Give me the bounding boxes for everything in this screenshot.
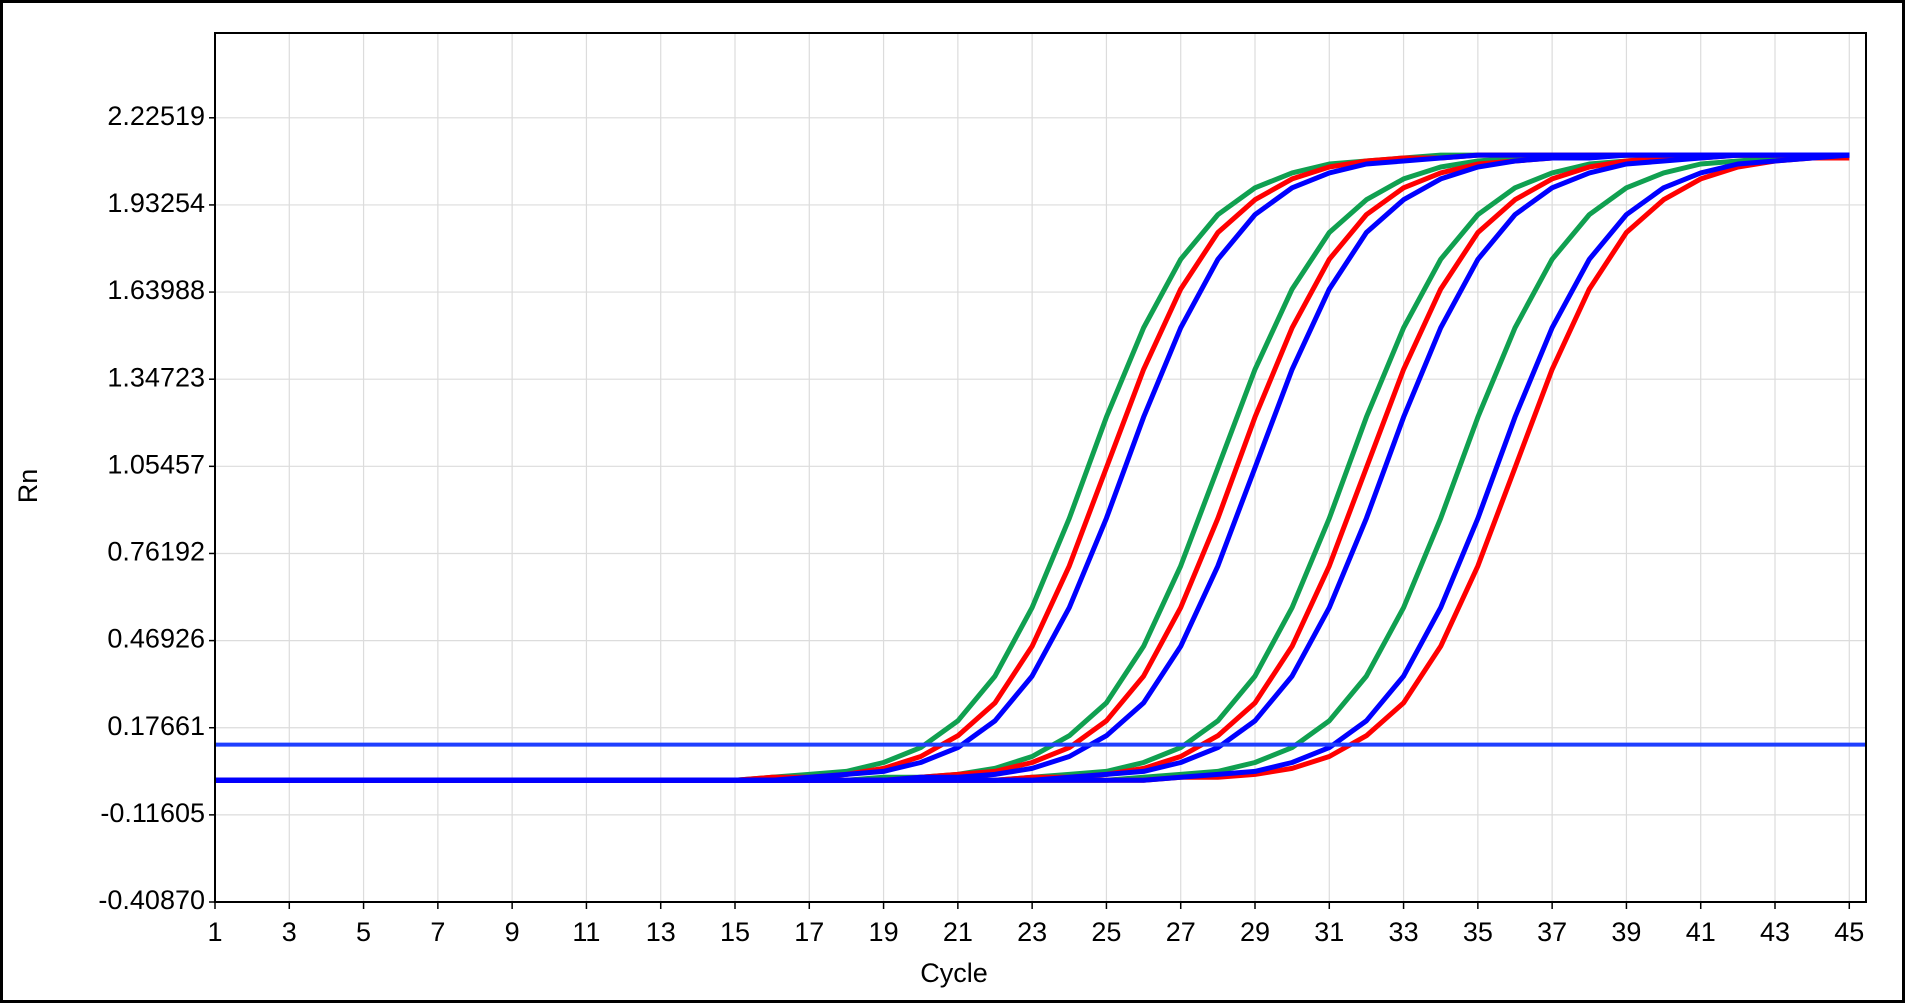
y-tick-label: 2.22519 (107, 101, 205, 131)
x-tick-label: 27 (1166, 917, 1196, 947)
plot-lines (215, 152, 1866, 783)
amplification-curve (215, 152, 1850, 783)
x-tick-label: 33 (1389, 917, 1419, 947)
x-tick-label: 43 (1760, 917, 1790, 947)
y-tick-label: 1.34723 (107, 362, 205, 392)
plot-frame (214, 32, 1867, 903)
x-tick-label: 3 (282, 917, 297, 947)
x-tick-label: 29 (1240, 917, 1270, 947)
x-tick-label: 25 (1091, 917, 1121, 947)
y-tick-label: 1.05457 (107, 449, 205, 479)
x-tick-label: 17 (794, 917, 824, 947)
x-tick-label: 39 (1611, 917, 1641, 947)
x-tick-label: 23 (1017, 917, 1047, 947)
x-axis-label: Cycle (920, 958, 988, 988)
x-tick-label: 37 (1537, 917, 1567, 947)
x-tick-label: 45 (1834, 917, 1864, 947)
x-tick-label: 35 (1463, 917, 1493, 947)
y-tick-label: 0.17661 (107, 711, 205, 741)
y-tick-label: 0.76192 (107, 537, 205, 567)
y-axis-label: Rn (13, 469, 43, 504)
x-tick-label: 9 (505, 917, 520, 947)
x-tick-label: 41 (1686, 917, 1716, 947)
x-tick-label: 21 (943, 917, 973, 947)
y-tick-label: 1.63988 (107, 275, 205, 305)
y-tick-label: 1.93254 (107, 188, 205, 218)
x-tick-label: 15 (720, 917, 750, 947)
x-tick-label: 7 (430, 917, 445, 947)
y-tick-label: -0.11605 (100, 798, 205, 828)
x-tick-label: 31 (1314, 917, 1344, 947)
x-tick-label: 5 (356, 917, 371, 947)
x-tick-label: 1 (207, 917, 222, 947)
x-tick-label: 19 (869, 917, 899, 947)
x-tick-label: 13 (646, 917, 676, 947)
y-tick-label: 0.46926 (107, 624, 205, 654)
x-tick-label: 11 (572, 917, 600, 947)
y-tick-label: -0.40870 (98, 885, 205, 915)
